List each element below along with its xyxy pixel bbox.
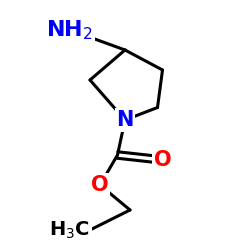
Text: O: O	[154, 150, 171, 170]
Text: NH$_2$: NH$_2$	[46, 18, 94, 42]
Text: H$_3$C: H$_3$C	[49, 219, 90, 241]
Text: N: N	[116, 110, 134, 130]
Text: O: O	[91, 175, 109, 195]
